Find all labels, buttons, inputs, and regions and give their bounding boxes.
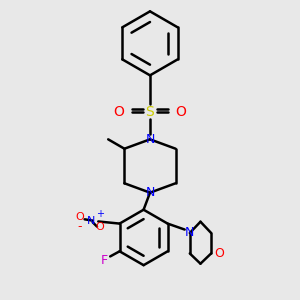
Text: S: S — [146, 105, 154, 118]
Text: O: O — [95, 222, 104, 232]
Text: O: O — [176, 105, 187, 118]
Text: -: - — [78, 220, 82, 233]
Text: N: N — [185, 226, 194, 239]
Text: N: N — [145, 133, 155, 146]
Text: F: F — [101, 254, 108, 267]
Text: N: N — [145, 186, 155, 199]
Text: O: O — [76, 212, 84, 222]
Text: O: O — [113, 105, 124, 118]
Text: O: O — [214, 247, 224, 260]
Text: +: + — [96, 209, 104, 219]
Text: N: N — [87, 216, 95, 226]
